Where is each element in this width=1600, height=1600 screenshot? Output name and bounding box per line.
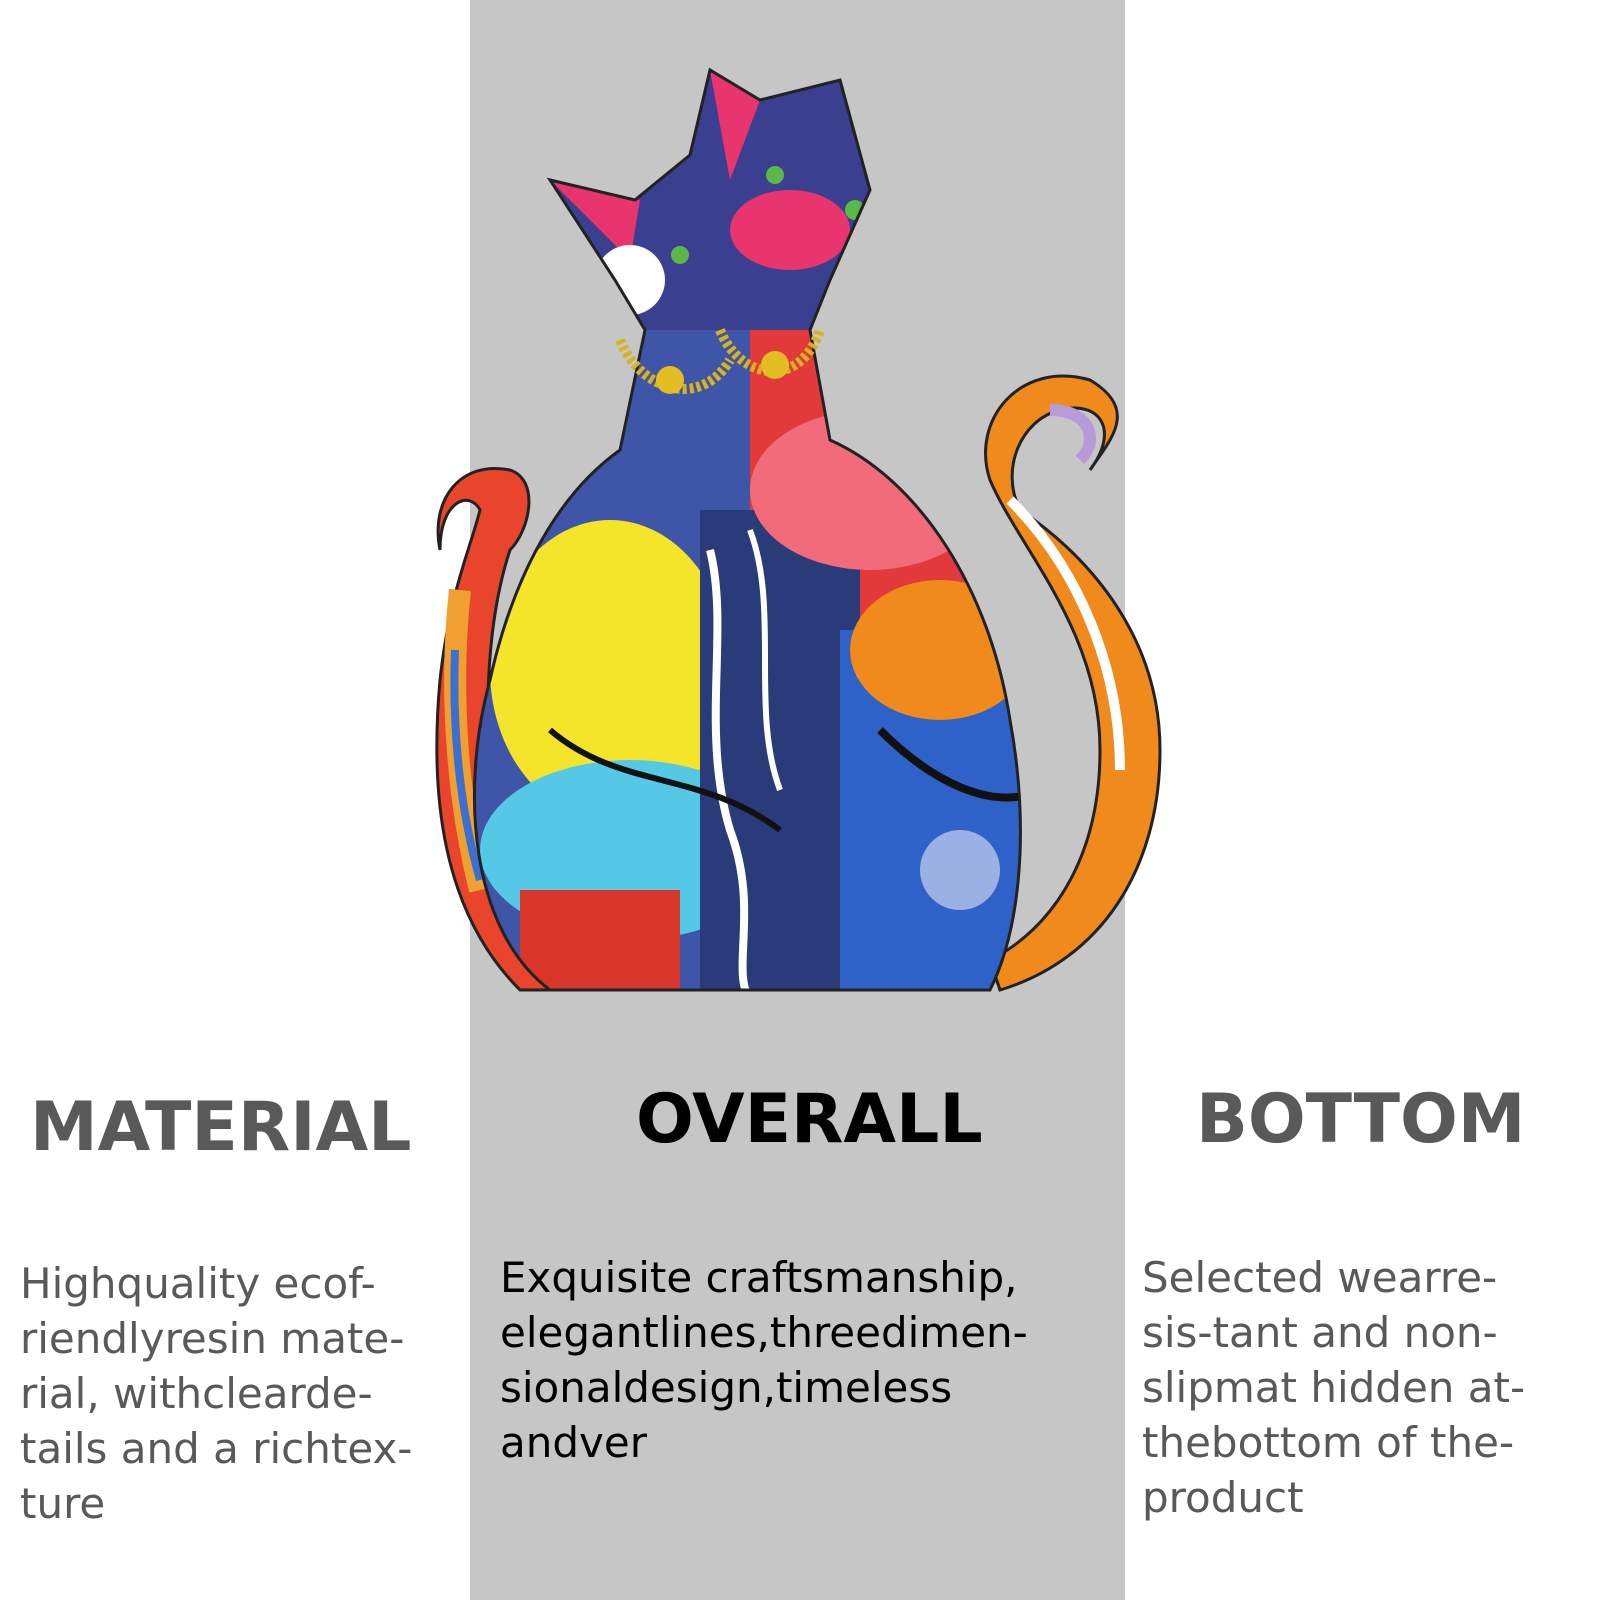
bottom-line: sis-tant and non-: [1142, 1308, 1498, 1357]
material-line: tails and a richtex-: [20, 1424, 413, 1473]
material-heading: MATERIAL: [30, 1088, 412, 1167]
overall-heading: OVERALL: [636, 1080, 983, 1159]
material-line: rial, withclearde-: [20, 1369, 373, 1418]
bottom-line: Selected wearre-: [1142, 1253, 1498, 1302]
overall-line: elegantlines,threedimen-: [500, 1308, 1028, 1357]
bottom-line: slipmat hidden at-: [1142, 1363, 1526, 1412]
overall-line: Exquisite craftsmanship,: [500, 1253, 1018, 1302]
overall-line: sionaldesign,timeless: [500, 1363, 953, 1412]
bottom-line: product: [1142, 1473, 1304, 1522]
bottom-heading: BOTTOM: [1196, 1080, 1526, 1159]
material-line: ture: [20, 1479, 106, 1528]
material-line: riendlyresin mate-: [20, 1314, 405, 1363]
overall-line: andver: [500, 1418, 647, 1467]
material-line: Highquality ecof-: [20, 1259, 376, 1308]
material-description: Highquality ecof- riendlyresin mate- ria…: [20, 1256, 412, 1531]
graffiti-cat-couple-figurine-icon: [435, 67, 1162, 992]
bottom-line: thebottom of the-: [1142, 1418, 1515, 1467]
bottom-description: Selected wearre- sis-tant and non- slipm…: [1142, 1250, 1525, 1525]
overall-description: Exquisite craftsmanship, elegantlines,th…: [500, 1250, 1028, 1470]
